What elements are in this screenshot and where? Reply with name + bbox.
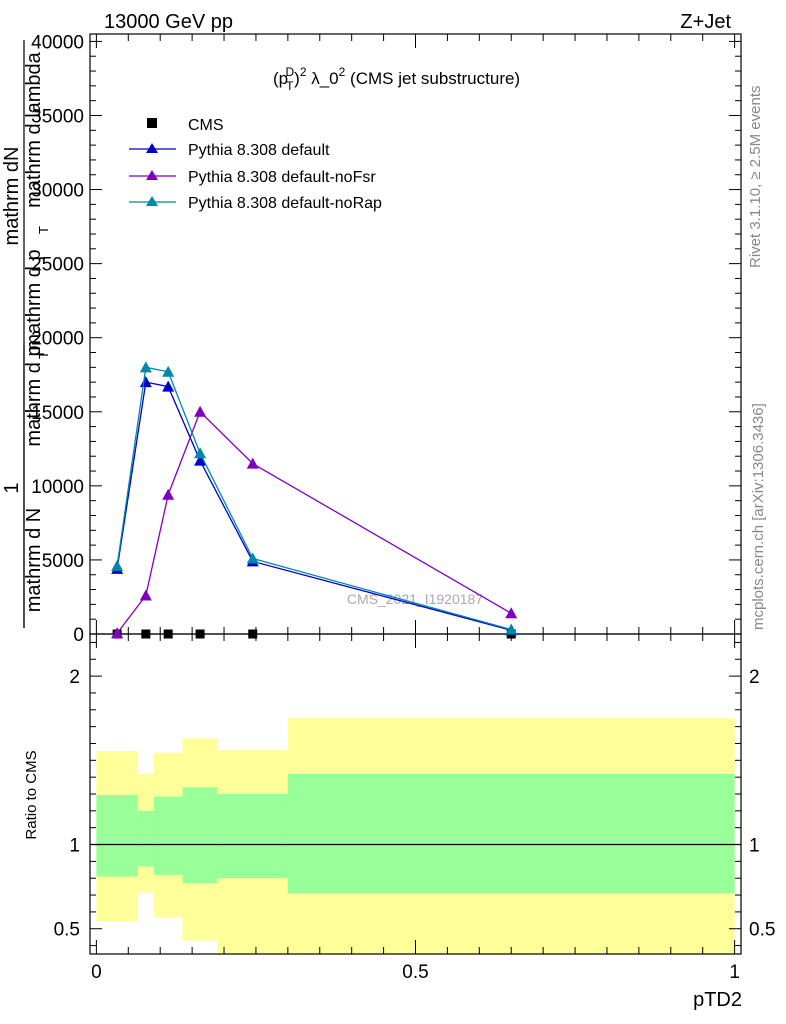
data-point-triangle	[505, 623, 518, 635]
legend-label-cms: CMS	[188, 117, 224, 134]
collision-label: 13000 GeV pp	[104, 11, 233, 33]
legend-label-nofsr: Pythia 8.308 default-noFsr	[188, 169, 376, 186]
ylabel-part-3: mathrm d p	[23, 345, 45, 446]
data-point-square	[141, 629, 151, 639]
main-y-tick-label: 0	[73, 625, 84, 646]
data-point-triangle	[139, 376, 152, 388]
title-post2: λ_0	[307, 69, 339, 88]
legend-marker-nofsr	[146, 170, 158, 180]
legend: CMS Pythia 8.308 default Pythia 8.308 de…	[129, 117, 382, 212]
ylabel-part-2: mathrm dN	[1, 147, 23, 246]
data-point-triangle	[162, 488, 175, 500]
data-point-triangle	[162, 365, 175, 377]
ylabel-part-6: T	[36, 226, 51, 234]
uncertainty-band-green	[137, 810, 154, 867]
title-sup3: 2	[339, 65, 346, 79]
legend-marker-norap	[146, 196, 158, 206]
ratio-y-tick-label: 1	[69, 836, 80, 857]
x-tick-label: 0	[91, 962, 102, 983]
ylabel-part-5: mathrm d p	[23, 249, 45, 350]
ylabel-part-7: mathrm d lambda	[23, 51, 45, 207]
ratio-panel: 0.5 0.5 1 1 2 2 0 0.5 1	[54, 634, 775, 983]
title-sup2: 2	[300, 65, 307, 79]
data-point-triangle	[139, 589, 152, 601]
plot-title: (pTD)2 λ_02 (CMS jet substructure)	[273, 65, 520, 93]
main-y-tick-label: 35000	[31, 106, 84, 127]
data-point-triangle	[139, 361, 152, 373]
main-y-tick-label: 25000	[31, 255, 84, 276]
ratio-frame	[89, 633, 742, 955]
uncertainty-band-green	[182, 787, 218, 884]
data-point-triangle	[194, 454, 207, 466]
title-post3: (CMS jet substructure)	[345, 69, 520, 88]
data-point-triangle	[111, 627, 124, 639]
main-y-tick-label: 15000	[31, 403, 84, 424]
series-line	[116, 381, 512, 631]
ratio-y-tick-label-right: 0.5	[749, 920, 775, 941]
title-post1: )	[294, 69, 300, 88]
data-point-triangle	[505, 607, 518, 619]
main-y-tick-label: 5000	[42, 551, 84, 572]
title-pre: (p	[273, 69, 288, 88]
data-point-square	[195, 629, 205, 639]
ratio-y-tick-label-right: 1	[749, 836, 760, 857]
process-label: Z+Jet	[680, 11, 731, 33]
series-line	[116, 410, 512, 634]
ratio-y-tick-label: 2	[69, 667, 80, 688]
main-y-tick-label: 30000	[31, 181, 84, 202]
x-tick-label: 0.5	[402, 962, 428, 983]
main-y-tick-label: 10000	[31, 477, 84, 498]
x-tick-label: 1	[729, 962, 740, 983]
legend-label-default: Pythia 8.308 default	[188, 142, 330, 159]
uncertainty-band-green	[153, 796, 183, 875]
mcplots-label: mcplots.cern.ch [arXiv:1306.3436]	[750, 403, 767, 630]
main-y-tick-label: 20000	[31, 329, 84, 350]
series-2	[111, 405, 518, 639]
data-point-triangle	[162, 380, 175, 392]
legend-marker-default	[146, 143, 158, 153]
series-3	[111, 361, 518, 635]
ratio-y-axis-label: Ratio to CMS	[23, 750, 40, 839]
data-point-triangle	[194, 405, 207, 417]
data-point-square	[163, 629, 173, 639]
title-sup: D	[285, 65, 294, 79]
data-point-triangle	[246, 552, 259, 564]
title-sub: T	[286, 79, 294, 93]
main-y-tick-label: 40000	[31, 32, 84, 53]
ratio-y-tick-label-right: 2	[749, 667, 760, 688]
ylabel-part-4: T	[36, 351, 51, 359]
ylabel-part-0: 1	[1, 482, 23, 493]
data-point-square	[248, 629, 258, 639]
legend-label-norap: Pythia 8.308 default-noRap	[188, 195, 382, 212]
main-panel: 0 5000 10000 15000 20000 25000 30000 35000 40000	[31, 32, 741, 646]
ratio-y-tick-label: 0.5	[54, 920, 80, 941]
data-point-triangle	[194, 447, 207, 459]
uncertainty-band-green	[217, 794, 288, 879]
data-point-triangle	[246, 457, 259, 469]
data-point-triangle	[111, 559, 124, 571]
x-axis-label: pTD2	[693, 989, 742, 1011]
ratio-bands	[96, 718, 735, 954]
main-y-axis-label: 1 mathrm d N mathrm dN mathrm d p T math…	[1, 40, 51, 628]
ylabel-part-1: mathrm d N	[23, 508, 45, 612]
rivet-label: Rivet 3.1.10, ≥ 2.5M events	[747, 86, 764, 269]
uncertainty-band-green	[287, 773, 735, 894]
legend-marker-cms	[147, 118, 157, 128]
series-line	[116, 366, 512, 631]
uncertainty-band-green	[96, 794, 138, 877]
